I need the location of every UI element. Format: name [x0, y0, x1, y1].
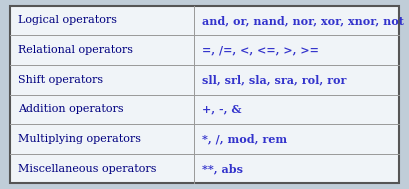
Text: sll, srl, sla, sra, rol, ror: sll, srl, sla, sra, rol, ror — [202, 74, 346, 85]
Text: Multiplying operators: Multiplying operators — [18, 134, 141, 144]
Text: =, /=, <, <=, >, >=: =, /=, <, <=, >, >= — [202, 45, 319, 56]
Text: Shift operators: Shift operators — [18, 75, 103, 85]
Text: Logical operators: Logical operators — [18, 15, 117, 26]
Text: Addition operators: Addition operators — [18, 104, 123, 114]
Text: **, abs: **, abs — [202, 163, 243, 174]
Text: Miscellaneous operators: Miscellaneous operators — [18, 163, 156, 174]
Text: and, or, nand, nor, xor, xnor, not: and, or, nand, nor, xor, xnor, not — [202, 15, 404, 26]
Text: +, -, &: +, -, & — [202, 104, 241, 115]
Text: Relational operators: Relational operators — [18, 45, 133, 55]
Text: *, /, mod, rem: *, /, mod, rem — [202, 133, 287, 144]
